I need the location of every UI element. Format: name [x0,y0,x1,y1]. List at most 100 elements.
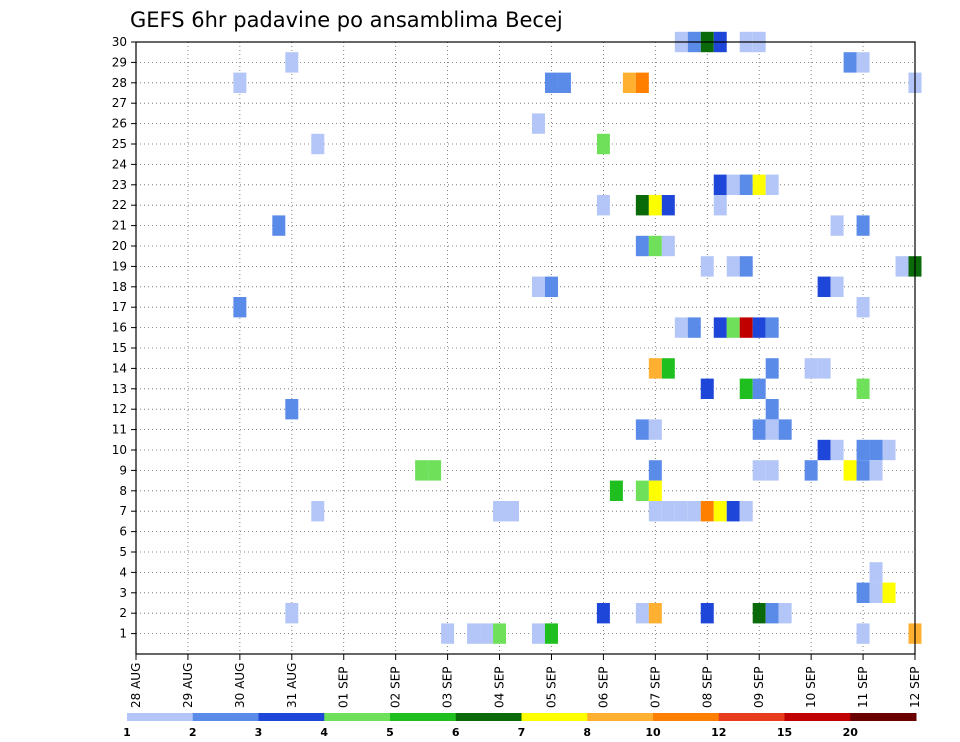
ensemble-cell [856,297,870,318]
colorbar-label: 8 [583,726,591,739]
x-tick-label: 03 SEP [441,666,455,708]
ensemble-cell [674,317,688,338]
ensemble-cell [687,501,701,522]
ensemble-cell [648,501,662,522]
ensemble-cell [765,174,779,195]
ensemble-cell [233,72,247,93]
ensemble-cell [506,501,520,522]
ensemble-cell [557,72,571,93]
ensemble-cell [648,419,662,440]
y-tick-label: 12 [112,402,127,416]
x-tick-label: 29 AUG [181,663,195,708]
ensemble-cell [739,378,753,399]
ensemble-cell [843,52,857,73]
ensemble-cell [856,52,870,73]
ensemble-cell [778,419,792,440]
ensemble-cell [713,174,727,195]
ensemble-cell [428,460,442,481]
colorbar-label: 6 [452,726,460,739]
ensemble-cell [648,480,662,501]
ensemble-cell [609,480,623,501]
ensemble-cell [467,623,481,644]
ensemble-cell [544,276,558,297]
ensemble-cell [661,195,675,216]
y-tick-label: 28 [112,76,127,90]
ensemble-cell [544,72,558,93]
x-tick-label: 05 SEP [544,666,558,708]
y-tick-label: 25 [112,137,127,151]
y-tick-label: 16 [112,321,127,335]
ensemble-cell [895,256,909,277]
ensemble-cell [804,358,818,379]
colorbar-swatch [653,713,720,721]
ensemble-cell [765,460,779,481]
ensemble-cell [635,72,649,93]
colorbar-label: 12 [711,726,726,739]
y-tick-label: 24 [112,157,127,171]
y-tick-label: 15 [112,341,127,355]
colorbar-label: 3 [255,726,263,739]
ensemble-cell [544,623,558,644]
ensemble-cell [311,501,325,522]
ensemble-cell [480,623,494,644]
ensemble-cell [285,399,299,420]
ensemble-cell [596,133,610,155]
ensemble-cell [856,460,870,481]
ensemble-cell [869,562,883,583]
y-tick-label: 23 [112,178,127,192]
y-tick-label: 7 [119,504,127,518]
ensemble-cell [622,72,636,93]
x-tick-label: 07 SEP [648,666,662,708]
ensemble-cell [830,276,844,297]
ensemble-cell [856,378,870,399]
ensemble-cell [765,317,779,338]
ensemble-cell [765,603,779,624]
ensemble-cell [817,276,831,297]
y-tick-label: 20 [112,239,127,253]
ensemble-cell [726,501,740,522]
y-tick-label: 29 [112,55,127,69]
ensemble-cell [700,378,714,399]
colorbar-swatch [521,713,588,721]
x-axis: 28 AUG 29 AUG 30 AUG 31 AUG 01 SEP 02 SEP 03 S… [129,654,922,708]
ensemble-cell [596,603,610,624]
y-tick-label: 22 [112,198,127,212]
ensemble-cell [739,174,753,195]
ensemble-cell [817,439,831,461]
ensemble-cell [856,439,870,461]
colorbar-label: 5 [386,726,394,739]
colorbar-label: 4 [320,726,328,739]
y-tick-label: 14 [112,361,127,375]
x-tick-label: 04 SEP [493,666,507,708]
y-tick-label: 10 [112,443,127,457]
y-tick-label: 18 [112,280,127,294]
y-axis: 1234567891011121314151617181920212223242… [112,35,136,641]
chart-title: GEFS 6hr padavine po ansamblima Becej [130,8,563,32]
colorbar-swatch [324,713,391,721]
ensemble-cell [804,460,818,481]
ensemble-cell [635,480,649,501]
ensemble-cell [830,215,844,236]
ensemble-cell [882,582,896,603]
colorbar-label: 10 [645,726,661,739]
y-tick-label: 9 [119,463,127,477]
ensemble-cell [531,623,545,644]
y-tick-label: 4 [119,565,127,579]
ensemble-cell [830,439,844,461]
ensemble-cell [596,195,610,216]
colorbar-swatch [718,713,785,721]
ensemble-cell [869,439,883,461]
ensemble-cell [700,603,714,624]
y-tick-label: 3 [119,586,127,600]
ensemble-cell [635,603,649,624]
ensemble-cell [687,317,701,338]
ensemble-cell [635,195,649,216]
colorbar-swatch [587,713,654,721]
ensemble-cell [752,378,766,399]
y-tick-label: 27 [112,96,127,110]
y-tick-label: 8 [119,484,127,498]
ensemble-cell [648,460,662,481]
x-tick-label: 28 AUG [129,663,143,708]
ensemble-cell [493,623,507,644]
